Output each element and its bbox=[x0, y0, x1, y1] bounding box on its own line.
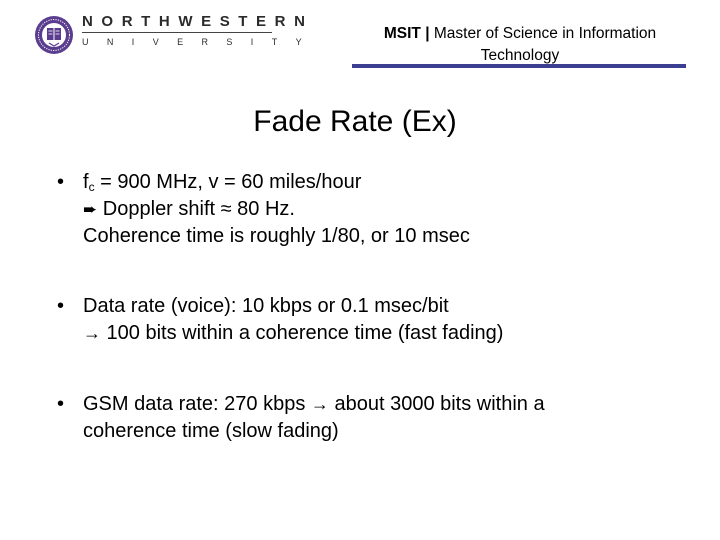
frequency-subscript: c bbox=[88, 180, 95, 194]
header-rule bbox=[352, 64, 686, 68]
bullet-line: fc = 900 MHz, v = 60 miles/hour bbox=[83, 169, 697, 196]
bullet-item-gsm-data-rate: • GSM data rate: 270 kbps → about 3000 b… bbox=[57, 391, 697, 445]
bullet-marker: • bbox=[57, 171, 65, 193]
bullet-line: ➨ Doppler shift ≈ 80 Hz. bbox=[83, 196, 697, 223]
bullet-item-voice-data-rate: • Data rate (voice): 10 kbps or 0.1 msec… bbox=[57, 293, 697, 347]
bullet-line: GSM data rate: 270 kbps → about 3000 bit… bbox=[83, 391, 697, 418]
bullet-text: about 3000 bits within a bbox=[328, 393, 545, 415]
bullet-text: = 900 MHz, v = 60 miles/hour bbox=[94, 171, 362, 193]
logo-wordmark-northwestern: NORTHWESTERN bbox=[82, 13, 314, 30]
bullet-line: Coherence time is roughly 1/80, or 10 ms… bbox=[83, 225, 470, 247]
program-header: MSIT | Master of Science in Information … bbox=[352, 23, 688, 67]
bullet-line: coherence time (slow fading) bbox=[83, 420, 339, 442]
bullet-item-carrier-frequency: • fc = 900 MHz, v = 60 miles/hour ➨ Dopp… bbox=[57, 169, 697, 250]
northwestern-seal-icon bbox=[35, 16, 73, 54]
bullet-line: → 100 bits within a coherence time (fast… bbox=[83, 320, 697, 347]
slide-title: Fade Rate (Ex) bbox=[253, 105, 457, 138]
bullet-text: Doppler shift ≈ 80 Hz. bbox=[97, 198, 295, 220]
program-abbrev: MSIT bbox=[383, 25, 421, 42]
bullet-line: Data rate (voice): 10 kbps or 0.1 msec/b… bbox=[83, 295, 449, 317]
bullet-text: 100 bits within a coherence time (fast f… bbox=[101, 322, 504, 344]
bullet-text: GSM data rate: 270 kbps bbox=[83, 393, 311, 415]
right-arrow-icon: → bbox=[310, 394, 329, 414]
bullet-marker: • bbox=[57, 393, 65, 415]
right-arrow-icon: → bbox=[83, 323, 101, 343]
bullet-marker: • bbox=[57, 295, 65, 317]
bullet-list: • fc = 900 MHz, v = 60 miles/hour ➨ Dopp… bbox=[57, 169, 697, 445]
logo-wordmark-university: UNIVERSITY bbox=[82, 37, 321, 47]
logo-divider bbox=[82, 32, 272, 33]
program-name: Master of Science in Information Technol… bbox=[433, 25, 657, 64]
header-separator: | bbox=[425, 25, 430, 42]
solid-arrow-icon: ➨ bbox=[83, 200, 98, 219]
frequency-symbol: f bbox=[83, 171, 89, 193]
